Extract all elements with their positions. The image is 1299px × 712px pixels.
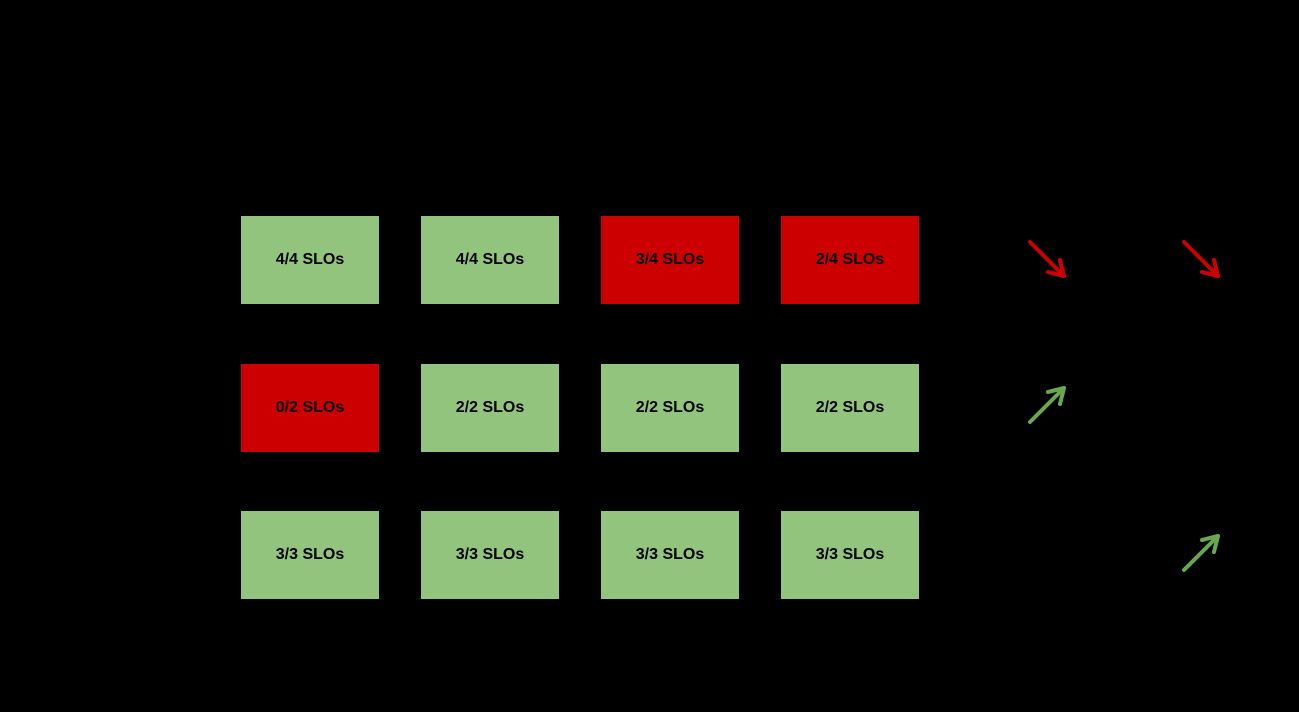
- slo-cell-label: 3/3 SLOs: [456, 546, 524, 564]
- slo-cell-label: 2/4 SLOs: [816, 251, 884, 269]
- slo-cell-r1-c3: 2/2 SLOs: [780, 363, 920, 453]
- slo-cell-r0-c1: 4/4 SLOs: [420, 215, 560, 305]
- slo-cell-r1-c1: 2/2 SLOs: [420, 363, 560, 453]
- slo-cell-label: 3/4 SLOs: [636, 251, 704, 269]
- slo-cell-label: 2/2 SLOs: [636, 399, 704, 417]
- slo-cell-r1-c0: 0/2 SLOs: [240, 363, 380, 453]
- slo-cell-r2-c0: 3/3 SLOs: [240, 510, 380, 600]
- slo-cell-r1-c2: 2/2 SLOs: [600, 363, 740, 453]
- trend-arrow-3: [1174, 526, 1234, 586]
- slo-cell-r0-c0: 4/4 SLOs: [240, 215, 380, 305]
- trend-arrow-2: [1020, 378, 1080, 438]
- slo-cell-label: 3/3 SLOs: [636, 546, 704, 564]
- slo-cell-label: 0/2 SLOs: [276, 399, 344, 417]
- slo-cell-label: 4/4 SLOs: [456, 251, 524, 269]
- slo-cell-label: 3/3 SLOs: [816, 546, 884, 564]
- slo-cell-label: 3/3 SLOs: [276, 546, 344, 564]
- slo-cell-r2-c3: 3/3 SLOs: [780, 510, 920, 600]
- slo-cell-r2-c2: 3/3 SLOs: [600, 510, 740, 600]
- slo-cell-r0-c2: 3/4 SLOs: [600, 215, 740, 305]
- slo-cell-r0-c3: 2/4 SLOs: [780, 215, 920, 305]
- slo-cell-label: 2/2 SLOs: [816, 399, 884, 417]
- trend-arrow-1: [1174, 232, 1234, 292]
- slo-cell-label: 4/4 SLOs: [276, 251, 344, 269]
- trend-arrow-0: [1020, 232, 1080, 292]
- slo-cell-label: 2/2 SLOs: [456, 399, 524, 417]
- slo-cell-r2-c1: 3/3 SLOs: [420, 510, 560, 600]
